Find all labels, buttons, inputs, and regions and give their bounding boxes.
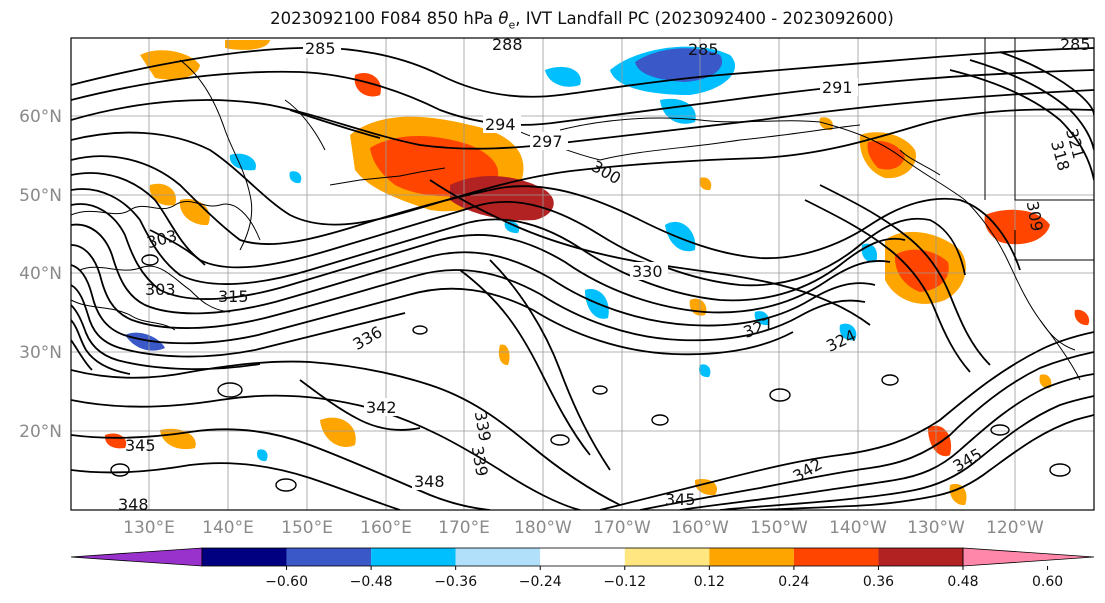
colorbar-segment: [202, 548, 287, 566]
contour-label: 345: [665, 490, 696, 509]
contour-label: 285: [1060, 35, 1091, 54]
small-contour-rings: [110, 254, 1071, 492]
lon-label: 140°E: [202, 518, 254, 538]
colorbar-segment: [709, 548, 794, 566]
contour-label: 348: [118, 495, 149, 514]
contour-label: 348: [414, 472, 445, 491]
map-content: 285 288 285 291 294 297 300 303 315 303 …: [71, 35, 1094, 514]
contour-label: 285: [305, 39, 336, 58]
colorbar-tick-label: −0.24: [519, 574, 562, 590]
lon-label: 150°E: [281, 518, 333, 538]
colorbar-extend-min: [70, 547, 203, 567]
contour-label: 303: [145, 280, 176, 299]
contour-label: 288: [492, 35, 523, 54]
theta-e-contours: [71, 46, 1094, 510]
contour-label: 285: [688, 40, 719, 59]
colorbar-tick-label: 0.36: [863, 574, 894, 590]
colorbar-extend-max: [962, 547, 1095, 567]
lon-label: 160°E: [360, 518, 412, 538]
colorbar-segment: [878, 548, 963, 566]
lat-label: 60°N: [19, 107, 62, 127]
lon-label: 130°W: [907, 518, 965, 538]
contour-label: 315: [218, 287, 249, 306]
colorbar-tick-label: 0.24: [778, 574, 809, 590]
contour-label: 291: [822, 78, 853, 97]
colorbar-segment: [540, 548, 625, 566]
latitude-labels: 60°N 50°N 40°N 30°N 20°N: [19, 107, 62, 442]
colorbar-segment: [455, 548, 541, 566]
lon-label: 130°E: [123, 518, 175, 538]
contour-label: 342: [366, 398, 397, 417]
plot-title: 2023092100 F084 850 hPa θe, IVT Landfall…: [270, 9, 894, 32]
contour-label: 294: [485, 115, 516, 134]
lon-label: 170°W: [593, 518, 651, 538]
colorbar-tick-label: −0.60: [265, 574, 308, 590]
colorbar-segment: [624, 548, 710, 566]
lon-label: 120°W: [986, 518, 1044, 538]
colorbar-tick-label: 0.60: [1032, 574, 1063, 590]
lat-label: 50°N: [19, 186, 62, 206]
lon-label: 160°W: [671, 518, 729, 538]
lon-label: 170°E: [438, 518, 490, 538]
lat-label: 20°N: [19, 422, 62, 442]
longitude-labels: 130°E 140°E 150°E 160°E 170°E 180°W 170°…: [123, 518, 1044, 538]
colorbar-segment: [286, 548, 372, 566]
lon-label: 140°W: [829, 518, 887, 538]
colorbar-tick-label: −0.36: [434, 574, 477, 590]
lat-label: 40°N: [19, 264, 62, 284]
colorbar-tick-label: −0.48: [350, 574, 393, 590]
colorbar-segment: [793, 548, 879, 566]
colorbar-segment: [371, 548, 456, 566]
contour-label: 297: [532, 132, 563, 151]
lat-label: 30°N: [19, 343, 62, 363]
contour-label: 345: [125, 436, 156, 455]
colorbar-tick-label: −0.12: [603, 574, 646, 590]
colorbar-tick-label: 0.12: [694, 574, 725, 590]
colorbar: −0.60 −0.48 −0.36 −0.24 −0.12 0.12 0.24 0.36 0.4…: [70, 547, 1095, 590]
map-frame: [70, 37, 1095, 511]
lon-label: 150°W: [750, 518, 808, 538]
lon-label: 180°W: [514, 518, 572, 538]
colorbar-tick-label: 0.48: [947, 574, 978, 590]
colorbar-frame: [201, 547, 964, 567]
contour-label: 330: [632, 262, 663, 281]
